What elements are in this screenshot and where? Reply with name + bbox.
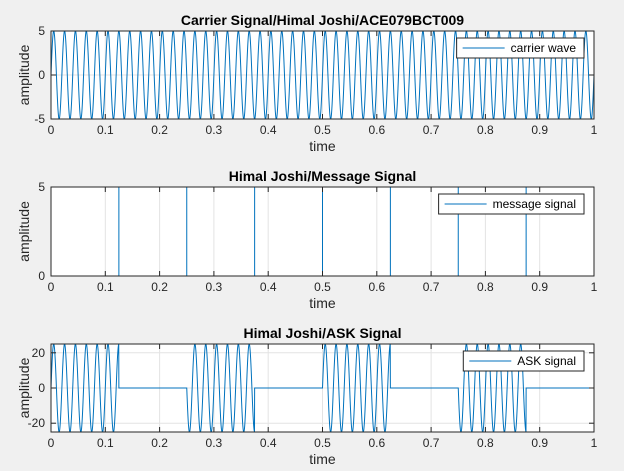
series-line (51, 187, 594, 276)
x-tick-label: 0.2 (151, 436, 168, 450)
x-tick-label: 0.1 (97, 280, 114, 294)
x-tick-label: 0.5 (314, 436, 331, 450)
series-line (51, 31, 594, 119)
x-axis-label: time (309, 295, 336, 311)
legend: ASK signal (462, 350, 585, 372)
x-tick-label: 0.7 (423, 123, 440, 137)
legend-label: ASK signal (517, 354, 576, 368)
y-axis-label: amplitude (16, 357, 32, 418)
x-tick-label: 0.4 (260, 436, 277, 450)
x-tick-label: 0.9 (531, 123, 548, 137)
x-tick-label: 0.3 (206, 280, 223, 294)
y-tick-label: -20 (28, 416, 46, 430)
legend: message signal (438, 193, 585, 215)
legend-box (456, 37, 585, 59)
x-tick-label: 0.7 (423, 280, 440, 294)
x-tick-label: 0.6 (368, 280, 385, 294)
y-tick-label: 0 (38, 381, 45, 395)
x-axis-label: time (309, 138, 336, 154)
legend-label: message signal (493, 197, 576, 211)
x-tick-label: 0.2 (151, 280, 168, 294)
y-tick-label: 5 (38, 180, 45, 194)
subplot-3: 0 0.1 0.2 0.3 0.4 0.5 0.6 0.7 0.8 0.9 1-20020Himal… (16, 325, 598, 467)
chart-title: Carrier Signal/Himal Joshi/ACE079BCT009 (181, 12, 464, 28)
x-tick-label: 0.3 (206, 123, 223, 137)
series-line (51, 344, 594, 432)
x-tick-label: 0.1 (97, 436, 114, 450)
x-tick-label: 0.5 (314, 280, 331, 294)
y-axis-label: amplitude (16, 201, 32, 262)
x-tick-label: 0.6 (368, 123, 385, 137)
x-tick-label: 0.6 (368, 436, 385, 450)
x-tick-label: 0.5 (314, 123, 331, 137)
x-tick-label: 0 (48, 123, 55, 137)
legend: carrier wave (456, 37, 585, 59)
legend-label: carrier wave (511, 41, 577, 55)
subplot-2: 0 0.1 0.2 0.3 0.4 0.5 0.6 0.7 0.8 0.9 1 0 5 Himal Jos… (16, 168, 598, 311)
x-tick-label: 0.1 (97, 123, 114, 137)
y-tick-label: 0 (38, 269, 45, 283)
x-axis-label: time (309, 451, 336, 467)
y-tick-label: -5 (34, 112, 45, 126)
x-tick-label: 0.8 (477, 280, 494, 294)
x-tick-label: 0.3 (206, 436, 223, 450)
y-tick-label: 5 (38, 24, 45, 38)
x-tick-label: 0.4 (260, 280, 277, 294)
x-tick-label: 0.2 (151, 123, 168, 137)
x-tick-label: 0.4 (260, 123, 277, 137)
x-tick-label: 1 (591, 280, 598, 294)
chart-title: Himal Joshi/Message Signal (229, 168, 417, 184)
x-tick-label: 1 (591, 436, 598, 450)
subplot-1: 0 0.1 0.2 0.3 0.4 0.5 0.6 0.7 0.8 0.9 1-505Carrier… (16, 12, 598, 154)
x-tick-label: 0.7 (423, 436, 440, 450)
x-tick-label: 0.9 (531, 436, 548, 450)
x-tick-label: 0.9 (531, 280, 548, 294)
chart-title: Himal Joshi/ASK Signal (244, 325, 402, 341)
x-tick-label: 0 (48, 436, 55, 450)
y-tick-label: 0 (38, 68, 45, 82)
x-tick-label: 0 (48, 280, 55, 294)
y-axis-label: amplitude (16, 44, 32, 105)
legend-box (438, 193, 585, 215)
x-tick-label: 0.8 (477, 123, 494, 137)
y-tick-label: 20 (32, 346, 46, 360)
x-tick-label: 0.8 (477, 436, 494, 450)
x-tick-label: 1 (591, 123, 598, 137)
legend-box (462, 350, 585, 372)
